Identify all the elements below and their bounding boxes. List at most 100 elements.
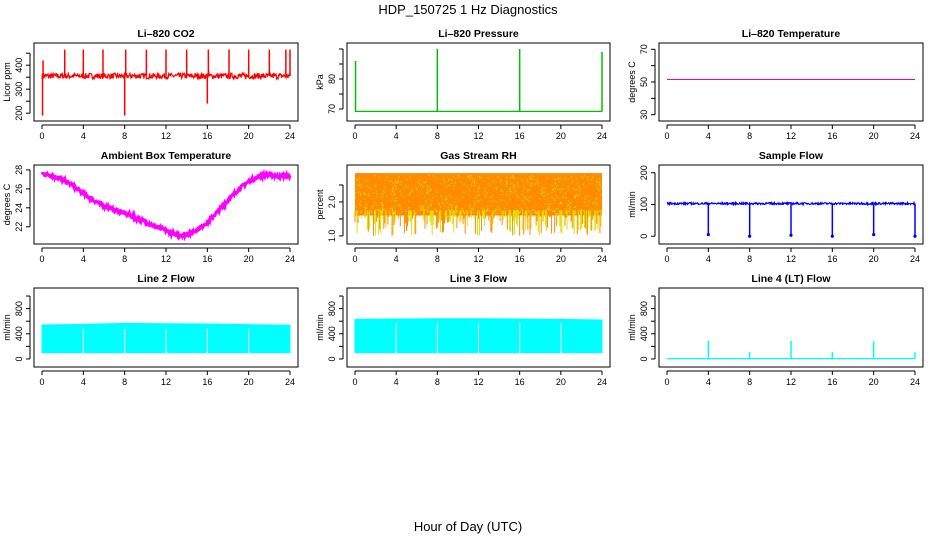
x-tick-label: 24	[597, 131, 607, 141]
rh-point	[440, 211, 442, 213]
rh-point	[574, 206, 576, 208]
x-tick-label: 12	[473, 377, 483, 387]
x-tick-label: 4	[706, 131, 711, 141]
x-tick-label: 16	[202, 377, 212, 387]
rh-point	[572, 180, 574, 182]
rh-point	[458, 176, 460, 178]
rh-point	[378, 177, 381, 179]
rh-point	[551, 189, 554, 191]
y-tick-label: 800	[639, 301, 649, 316]
x-tick-label: 24	[285, 377, 295, 387]
rh-point	[559, 203, 561, 205]
rh-point	[574, 196, 576, 199]
rh-point	[447, 202, 449, 204]
rh-point	[538, 216, 540, 218]
rh-point	[508, 190, 510, 192]
rh-point	[545, 199, 547, 201]
x-tick-label: 12	[473, 131, 483, 141]
rh-point	[553, 197, 555, 200]
rh-point	[496, 217, 499, 219]
rh-point	[478, 200, 480, 202]
rh-point	[530, 185, 532, 187]
rh-point	[419, 179, 422, 181]
rh-point	[525, 198, 527, 200]
rh-point	[556, 214, 558, 216]
rh-point	[393, 205, 396, 207]
rh-point	[357, 210, 359, 213]
rh-point	[568, 218, 570, 221]
rh-point	[420, 191, 422, 193]
x-tick-label: 16	[515, 377, 525, 387]
rh-point	[510, 191, 512, 193]
rh-point	[547, 203, 549, 205]
rh-point	[410, 191, 413, 193]
dip-point	[748, 234, 752, 238]
rh-point	[453, 188, 455, 191]
rh-point	[562, 196, 564, 198]
rh-point	[584, 201, 586, 203]
rh-point	[553, 210, 555, 212]
rh-point	[482, 180, 484, 182]
rh-point	[501, 214, 503, 217]
rh-point	[555, 208, 557, 210]
rh-point	[414, 185, 417, 187]
rh-point	[357, 184, 359, 186]
rh-point	[486, 192, 488, 194]
rh-point	[367, 180, 369, 182]
rh-point	[556, 184, 558, 187]
x-tick-label: 20	[556, 131, 566, 141]
rh-point	[356, 211, 358, 213]
rh-point	[542, 212, 544, 214]
rh-point	[510, 176, 512, 179]
rh-point	[446, 198, 448, 200]
rh-point	[543, 195, 545, 197]
rh-point	[533, 215, 535, 217]
rh-point	[355, 192, 357, 194]
x-tick-label: 0	[39, 254, 44, 264]
plot-frame	[658, 42, 924, 122]
x-tick-label: 24	[285, 254, 295, 264]
rh-point	[394, 193, 396, 195]
plot-frame	[33, 287, 299, 368]
x-tick-label: 12	[786, 131, 796, 141]
rh-point	[381, 193, 383, 195]
rh-point	[584, 198, 587, 201]
rh-point	[467, 215, 470, 217]
rh-point	[537, 183, 539, 185]
rh-point	[438, 204, 440, 206]
rh-point	[392, 194, 395, 196]
rh-point	[443, 213, 446, 215]
rh-point	[388, 180, 391, 182]
panel-title: Li–820 Temperature	[742, 28, 841, 40]
rh-point	[447, 180, 450, 182]
rh-point	[395, 199, 397, 202]
rh-point	[382, 204, 384, 206]
chart-panel: Li–820 Temperature 0 4 8 12 16 20 24 30 50 70degre…	[627, 28, 924, 141]
rh-point	[564, 210, 566, 212]
rh-point	[436, 191, 438, 193]
x-tick-label: 20	[869, 377, 879, 387]
rh-point	[461, 208, 463, 210]
rh-point	[364, 179, 366, 181]
rh-point	[576, 188, 578, 190]
rh-point	[423, 204, 425, 207]
rh-point	[580, 209, 582, 211]
rh-point	[415, 187, 418, 189]
rh-point	[541, 189, 543, 191]
rh-point	[469, 205, 471, 207]
rh-point	[363, 191, 365, 194]
rh-point	[403, 188, 405, 190]
rh-point	[473, 182, 476, 184]
panel-title: Li–820 CO2	[137, 28, 194, 40]
rh-point	[584, 186, 586, 188]
rh-point	[522, 190, 524, 192]
rh-point	[397, 217, 400, 219]
rh-point	[562, 197, 564, 199]
rh-point	[558, 197, 561, 200]
rh-point	[400, 183, 402, 185]
rh-point	[496, 212, 499, 214]
rh-point	[381, 217, 384, 219]
rh-point	[436, 211, 438, 213]
y-tick-label: 0	[14, 356, 24, 361]
rh-point	[484, 190, 486, 193]
